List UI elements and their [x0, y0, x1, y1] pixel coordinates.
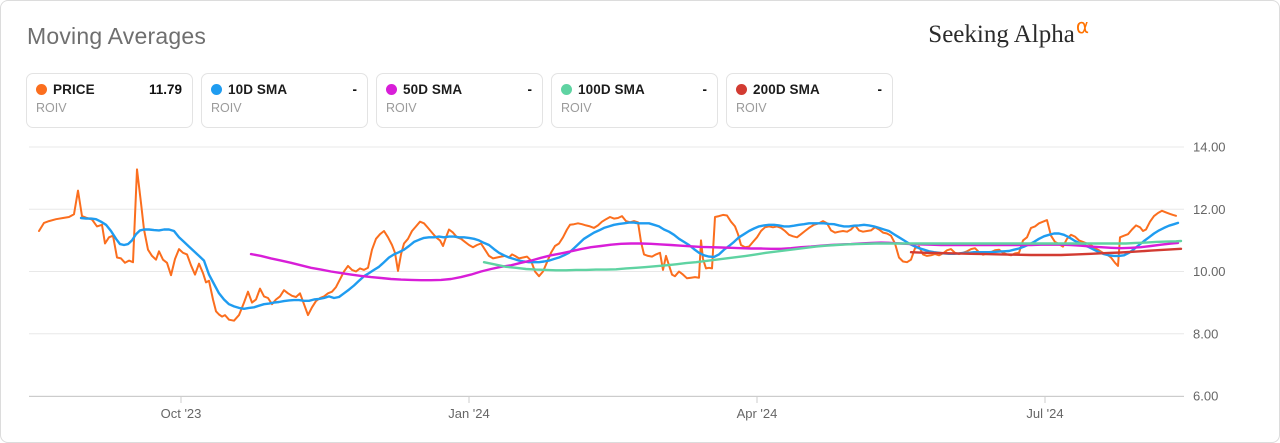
legend-symbol: ROIV: [736, 101, 767, 115]
seeking-alpha-wordmark: Seeking Alpha: [928, 21, 1075, 48]
legend-card-10d-sma[interactable]: 10D SMA - ROIV: [201, 73, 368, 128]
legend-value: -: [527, 82, 533, 97]
legend-card-50d-sma[interactable]: 50D SMA - ROIV: [376, 73, 543, 128]
legend-symbol: ROIV: [36, 101, 67, 115]
y-axis-label: 14.00: [1193, 140, 1226, 155]
sma200-series-dot-icon: [736, 84, 747, 95]
sma50-series-dot-icon: [386, 84, 397, 95]
series-line-100d-sma: [482, 239, 1183, 272]
legend-symbol: ROIV: [561, 101, 592, 115]
y-axis-label: 10.00: [1193, 264, 1226, 279]
legend-value: 11.79: [148, 82, 182, 97]
seeking-alpha-logo: Seeking Alphaα: [928, 14, 1089, 49]
legend-card-200d-sma[interactable]: 200D SMA - ROIV: [726, 73, 893, 128]
sma100-series-dot-icon: [561, 84, 572, 95]
legend-symbol: ROIV: [386, 101, 417, 115]
series-line-10d-sma: [79, 216, 1180, 310]
legend-value: -: [702, 82, 708, 97]
legend-symbol: ROIV: [211, 101, 242, 115]
page-title: Moving Averages: [27, 23, 207, 49]
series-line-50d-sma: [249, 241, 1180, 282]
legend-label: PRICE: [53, 82, 95, 97]
legend: PRICE 11.79 ROIV 10D SMA - ROIV 50D SMA …: [26, 73, 893, 128]
legend-value: -: [352, 82, 358, 97]
legend-card-100d-sma[interactable]: 100D SMA - ROIV: [551, 73, 718, 128]
y-axis-label: 12.00: [1193, 202, 1226, 217]
x-axis-label: Jul '24: [1026, 406, 1063, 421]
legend-value: -: [877, 82, 883, 97]
legend-label: 100D SMA: [578, 82, 645, 97]
y-axis-label: 6.00: [1193, 389, 1218, 404]
legend-card-price[interactable]: PRICE 11.79 ROIV: [26, 73, 193, 128]
price-series-dot-icon: [36, 84, 47, 95]
x-axis-label: Jan '24: [448, 406, 490, 421]
legend-label: 200D SMA: [753, 82, 820, 97]
y-axis-label: 8.00: [1193, 326, 1218, 341]
series-line-200d-sma: [909, 247, 1183, 257]
legend-label: 50D SMA: [403, 82, 463, 97]
sma10-series-dot-icon: [211, 84, 222, 95]
x-axis-label: Apr '24: [737, 406, 778, 421]
alpha-icon: α: [1075, 14, 1089, 38]
x-axis-label: Oct '23: [161, 406, 202, 421]
legend-label: 10D SMA: [228, 82, 288, 97]
